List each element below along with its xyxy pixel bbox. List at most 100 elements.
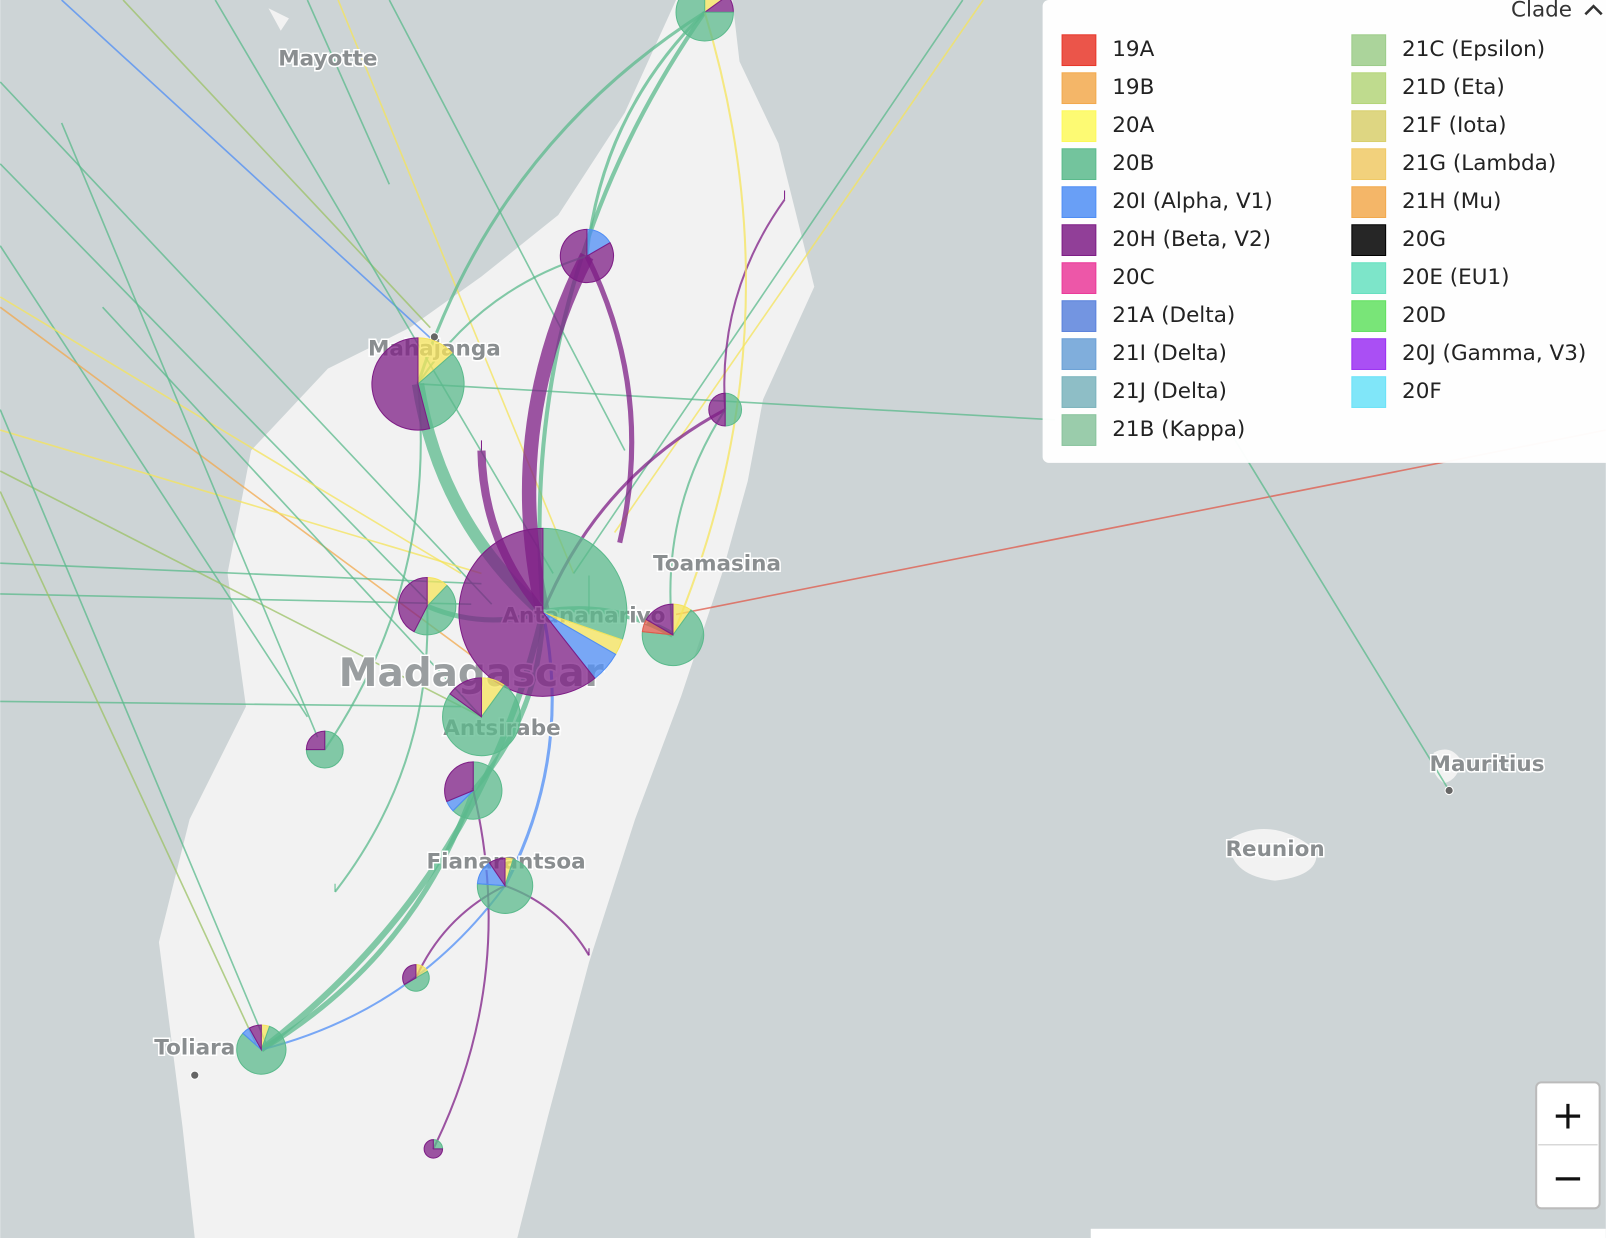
link-arc: [723, 199, 786, 410]
legend-label[interactable]: 19A: [1112, 37, 1154, 62]
link: [0, 470, 482, 718]
pie-slice[interactable]: [248, 1024, 262, 1052]
legend-label[interactable]: 20J (Gamma, V3): [1402, 341, 1586, 366]
legend-swatch[interactable]: [1061, 34, 1097, 67]
link-arc: [584, 254, 635, 544]
link-arc: [432, 790, 490, 1150]
legend-items: 19A 19B 20A 20B 20I (Alpha, V1) 20H (Beta, V2…: [1061, 34, 1586, 446]
pie-slice[interactable]: [371, 337, 431, 431]
legend-label[interactable]: 20E (EU1): [1402, 265, 1510, 290]
pie-slice[interactable]: [724, 392, 743, 427]
link-arc: [416, 10, 706, 385]
pie-slice[interactable]: [458, 527, 596, 697]
legend-swatch[interactable]: [1351, 72, 1387, 105]
legend-label[interactable]: 21B (Kappa): [1112, 417, 1245, 442]
legend-label[interactable]: 20B: [1112, 151, 1154, 176]
legend-label[interactable]: 21H (Mu): [1402, 189, 1501, 214]
pie-slice[interactable]: [417, 352, 465, 430]
pie-slice[interactable]: [444, 761, 474, 803]
pie-slice[interactable]: [402, 964, 417, 986]
link: [572, 0, 964, 574]
pie-slice[interactable]: [449, 677, 482, 718]
legend-swatch[interactable]: [1351, 376, 1387, 408]
link: [0, 429, 482, 575]
link: [0, 562, 482, 585]
pie-slice[interactable]: [423, 1139, 444, 1159]
link: [122, 0, 431, 329]
legend-swatch[interactable]: [1351, 224, 1387, 256]
pie-slice[interactable]: [675, 0, 734, 42]
legend-label[interactable]: 20I (Alpha, V1): [1112, 189, 1272, 214]
legend-collapse[interactable]: [1584, 4, 1603, 16]
pie-slice[interactable]: [645, 603, 674, 636]
pie-slice[interactable]: [452, 761, 503, 820]
legend-label[interactable]: 19B: [1112, 75, 1154, 100]
legend-label[interactable]: 21C (Epsilon): [1402, 37, 1545, 62]
place-label: Toliara: [154, 1036, 235, 1061]
legend-swatch[interactable]: [1351, 148, 1387, 181]
legend-label[interactable]: 20F: [1402, 379, 1442, 404]
legend-swatch[interactable]: [1061, 262, 1097, 294]
place-label: Mayotte: [278, 47, 377, 72]
legend-title[interactable]: Clade: [1511, 0, 1572, 22]
link: [0, 81, 493, 605]
legend-swatch[interactable]: [1351, 338, 1387, 370]
link-arc: [672, 11, 747, 636]
legend-swatch[interactable]: [1351, 262, 1387, 294]
link-arc: [585, 11, 706, 257]
pie-slice[interactable]: [559, 228, 615, 284]
legend-swatch[interactable]: [1061, 148, 1097, 181]
link: [0, 491, 257, 1045]
zoom-controls: + −: [1535, 1081, 1601, 1210]
legend-swatch[interactable]: [1061, 224, 1097, 256]
city-dot: [1444, 785, 1454, 796]
legend-swatch[interactable]: [1061, 300, 1097, 332]
legend-swatch[interactable]: [1061, 186, 1097, 219]
legend-label[interactable]: 20C: [1112, 265, 1154, 290]
pie-slice[interactable]: [305, 730, 344, 769]
legend-swatch[interactable]: [1351, 34, 1387, 67]
legend-label[interactable]: 20D: [1402, 303, 1446, 328]
legend-swatch[interactable]: [1351, 186, 1387, 219]
legend-swatch[interactable]: [1061, 110, 1097, 143]
link: [0, 306, 472, 657]
legend-label[interactable]: 21F (Iota): [1402, 113, 1506, 138]
pie-slice[interactable]: [403, 970, 430, 992]
legend-label[interactable]: 21D (Eta): [1402, 75, 1505, 100]
legend-label[interactable]: 21A (Delta): [1112, 303, 1235, 328]
legend-label[interactable]: 20H (Beta, V2): [1112, 227, 1271, 252]
link: [613, 0, 984, 533]
legend-swatch[interactable]: [1351, 300, 1387, 332]
legend-swatch[interactable]: [1061, 338, 1097, 370]
legend-swatch[interactable]: [1061, 72, 1097, 105]
legend-label[interactable]: 21G (Lambda): [1402, 151, 1556, 176]
legend-label[interactable]: 21J (Delta): [1112, 379, 1227, 404]
zoom-out[interactable]: −: [1552, 1156, 1585, 1201]
legend-swatch[interactable]: [1061, 414, 1097, 446]
link: [388, 0, 626, 451]
legend-label[interactable]: 21I (Delta): [1112, 341, 1227, 366]
link: [306, 0, 391, 185]
place-label: Reunion: [1225, 837, 1324, 862]
legend-swatch[interactable]: [1061, 376, 1097, 408]
legend-swatch[interactable]: [1351, 110, 1387, 143]
legend-label[interactable]: 20A: [1112, 113, 1154, 138]
location-pies: [236, 0, 786, 1159]
place-label: Mauritius: [1430, 752, 1545, 777]
attribution-bar: [1090, 1228, 1606, 1238]
pie-slice[interactable]: [708, 392, 726, 427]
zoom-in[interactable]: +: [1552, 1093, 1585, 1138]
link: [0, 296, 462, 575]
pie-slice[interactable]: [488, 857, 506, 888]
pie-slice[interactable]: [413, 584, 457, 636]
pie-slice[interactable]: [542, 527, 628, 641]
pie-slice[interactable]: [398, 577, 428, 633]
pie-slice[interactable]: [641, 609, 705, 667]
legend-label[interactable]: 20G: [1402, 227, 1446, 252]
pie-slice[interactable]: [305, 730, 326, 751]
reunion-island: [1228, 829, 1317, 881]
city-dot: [190, 1070, 200, 1080]
link: [60, 122, 319, 738]
